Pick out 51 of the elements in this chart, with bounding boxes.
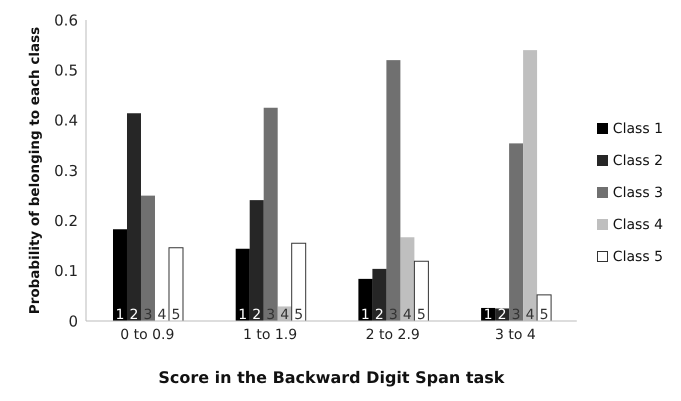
annotation: 4 (526, 307, 535, 323)
annotation: 3 (512, 307, 521, 323)
legend-label: Class 2 (612, 152, 663, 168)
annotation: 1 (360, 307, 370, 323)
annotation: 5 (172, 307, 180, 323)
bar (372, 268, 386, 321)
annotation: 5 (294, 307, 304, 323)
x-tick-label: 3 to 4 (495, 326, 536, 343)
y-tick-label: 0 (68, 312, 78, 330)
y-tick-label: 0.6 (54, 11, 78, 30)
annotation: 4 (280, 307, 290, 323)
annotation: 3 (144, 307, 152, 323)
annotation: 1 (238, 307, 248, 323)
annotation: 2 (252, 307, 262, 323)
y-tick-label: 0.1 (54, 262, 78, 280)
annotation: 1 (484, 307, 493, 323)
bar (358, 278, 372, 321)
x-axis-title: Score in the Backward Digit Span task (158, 368, 505, 387)
annotation: 4 (158, 307, 167, 323)
bar (126, 113, 141, 321)
annotation: 2 (130, 307, 138, 323)
legend-label: Class 5 (612, 248, 663, 264)
x-tick-label: 2 to 2.9 (366, 326, 420, 343)
annotation: 1 (116, 307, 124, 323)
y-tick-label: 0.5 (54, 61, 78, 80)
bar (386, 60, 400, 321)
y-tick-label: 0.3 (54, 162, 78, 180)
annotation: 2 (374, 307, 384, 323)
x-tick-label: 0 to 0.9 (120, 326, 174, 343)
bar (250, 200, 264, 321)
annotation: 4 (402, 307, 412, 323)
x-tick-label: 1 to 1.9 (242, 326, 298, 343)
bar (264, 108, 278, 321)
annotation: 3 (266, 307, 276, 323)
annotation: 3 (388, 307, 398, 323)
legend-label: Class 4 (612, 216, 663, 232)
bar (236, 248, 250, 321)
legend-label: Class 1 (612, 120, 663, 136)
bar (168, 247, 184, 321)
bar (414, 260, 429, 321)
y-tick-label: 0.2 (54, 212, 78, 230)
bar (291, 242, 306, 321)
bar (509, 143, 524, 321)
y-tick-label: 0.4 (54, 112, 78, 130)
annotation: 5 (540, 307, 549, 323)
bar (112, 229, 127, 321)
annotation: 5 (416, 307, 426, 323)
y-axis-title: Probability of belonging to each class (26, 26, 43, 314)
bar (140, 196, 155, 321)
annotation: 2 (498, 307, 507, 323)
legend-label: Class 3 (612, 184, 663, 200)
